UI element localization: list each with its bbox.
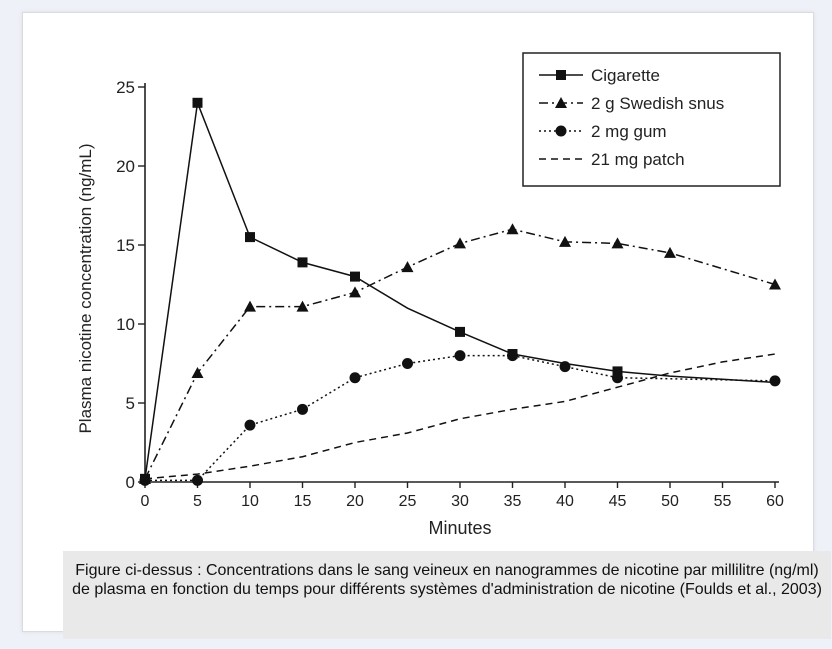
data-point — [244, 300, 256, 312]
legend-marker — [555, 125, 567, 137]
data-point — [664, 246, 676, 258]
x-tick-label: 55 — [714, 493, 732, 510]
series-line — [145, 354, 776, 482]
y-axis-label: Plasma nicotine concentration (ng/mL) — [76, 143, 95, 433]
legend-label: Cigarette — [591, 66, 660, 85]
y-tick-label: 10 — [116, 315, 135, 334]
x-tick-label: 10 — [241, 493, 259, 510]
figure-card: 0 5 10 15 20 25 30 35 40 45 50 55 60 0 5 10 15 20 25 Cigar… — [22, 12, 831, 639]
figure-caption: Figure ci-dessus : Concentrations dans l… — [72, 562, 822, 598]
legend-label: 21 mg patch — [591, 150, 685, 169]
caption-box: Figure ci-dessus : Concentrations dans l… — [63, 551, 831, 639]
data-point — [611, 237, 624, 249]
x-tick-label: 60 — [766, 493, 784, 510]
data-point — [507, 350, 518, 362]
legend-item: Cigarette — [539, 66, 660, 85]
data-point — [244, 419, 256, 431]
legend: Cigarette 2 g Swedish snus 2 mg gum 21 mg p… — [522, 52, 781, 187]
data-point — [402, 358, 413, 369]
data-point — [454, 237, 466, 249]
x-tick-label: 20 — [346, 493, 364, 510]
series-4 — [144, 353, 776, 480]
data-point — [559, 235, 571, 247]
x-tick-label: 25 — [399, 493, 417, 510]
data-point — [349, 372, 361, 384]
x-tick-label: 45 — [609, 493, 627, 510]
y-tick-label: 15 — [116, 236, 135, 255]
data-point — [191, 366, 204, 378]
nicotine-line-chart: 0 5 10 15 20 25 30 35 40 45 50 55 60 0 5 10 15 20 25 Cigar… — [76, 52, 784, 538]
data-point — [612, 372, 623, 384]
axes: 0 5 10 15 20 25 30 35 40 45 50 55 60 0 5 10 15 20 25 — [116, 78, 784, 510]
x-tick-label: 5 — [193, 493, 202, 510]
legend-item: 21 mg patch — [539, 150, 685, 169]
data-point — [139, 474, 151, 486]
legend-item: 2 mg gum — [539, 122, 667, 141]
data-point — [350, 271, 360, 282]
x-tick-label: 40 — [556, 493, 574, 510]
y-tick-label: 5 — [126, 394, 135, 413]
data-point — [296, 300, 309, 312]
data-point — [401, 261, 414, 273]
x-tick-label: 30 — [451, 493, 469, 510]
x-tick-label: 50 — [661, 493, 679, 510]
legend-label: 2 mg gum — [591, 122, 667, 141]
y-tick-label: 20 — [116, 157, 135, 176]
legend-marker — [556, 70, 566, 80]
legend-label: 2 g Swedish snus — [591, 94, 724, 113]
data-point — [192, 474, 203, 486]
x-tick-label: 15 — [294, 493, 312, 510]
data-point — [192, 97, 203, 108]
data-point — [769, 375, 781, 387]
data-point — [245, 232, 255, 243]
y-tick-label: 25 — [116, 78, 135, 97]
y-tick-label: 0 — [126, 473, 135, 492]
legend-item: 2 g Swedish snus — [539, 94, 724, 113]
data-point — [349, 286, 361, 298]
data-point — [455, 326, 465, 337]
data-point — [506, 223, 519, 235]
series-line — [144, 228, 776, 480]
data-point — [297, 403, 308, 415]
x-tick-label: 35 — [504, 493, 522, 510]
series-layer — [139, 97, 781, 486]
series-line — [144, 353, 776, 480]
data-point — [612, 366, 623, 377]
data-point — [559, 361, 571, 373]
data-point — [297, 257, 308, 268]
x-axis-label: Minutes — [428, 518, 491, 538]
series-3 — [139, 350, 781, 486]
data-point — [454, 350, 466, 362]
data-point — [769, 278, 781, 290]
x-tick-label: 0 — [141, 493, 150, 510]
legend-marker — [555, 97, 567, 108]
